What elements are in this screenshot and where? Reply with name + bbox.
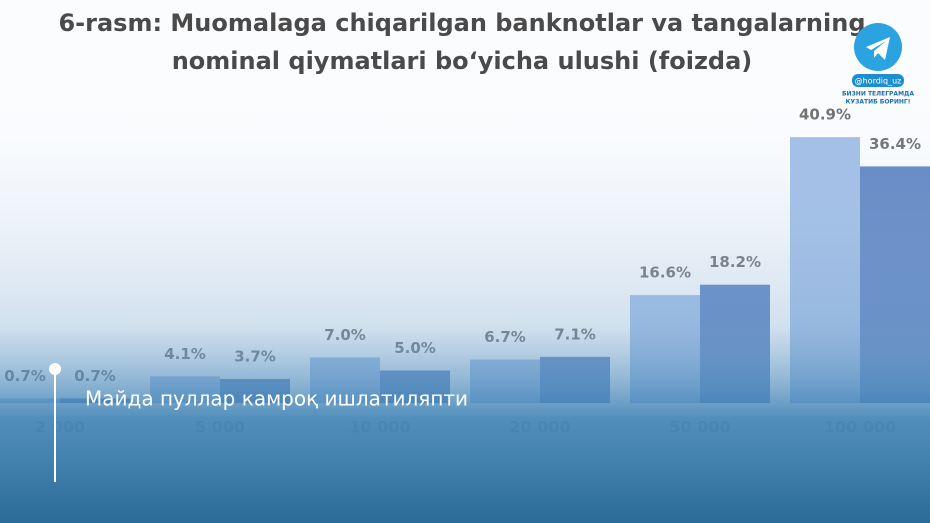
- telegram-badge: @hordiq_uz БИЗНИ ТЕЛЕГРАМДА КУЗАТИБ БОРИ…: [842, 23, 914, 106]
- channel-slogan: КУЗАТИБ БОРИНГ!: [846, 99, 911, 106]
- channel-handle: @hordiq_uz: [855, 77, 902, 86]
- telegram-icon: [854, 23, 902, 71]
- chart-title: 6-rasm: Muomalaga chiqarilgan banknotlar…: [58, 9, 865, 37]
- headline-dot: [49, 363, 61, 375]
- telegram-plane: [866, 37, 890, 60]
- chart-title: nominal qiymatlari bo‘yicha ulushi (foiz…: [172, 47, 753, 75]
- headline: Майда пуллар камроқ ишлатиляпти: [85, 387, 468, 411]
- title-block: 6-rasm: Muomalaga chiqarilgan banknotlar…: [58, 9, 865, 75]
- handle-pill: [852, 74, 904, 87]
- channel-slogan: БИЗНИ ТЕЛЕГРАМДА: [842, 91, 914, 98]
